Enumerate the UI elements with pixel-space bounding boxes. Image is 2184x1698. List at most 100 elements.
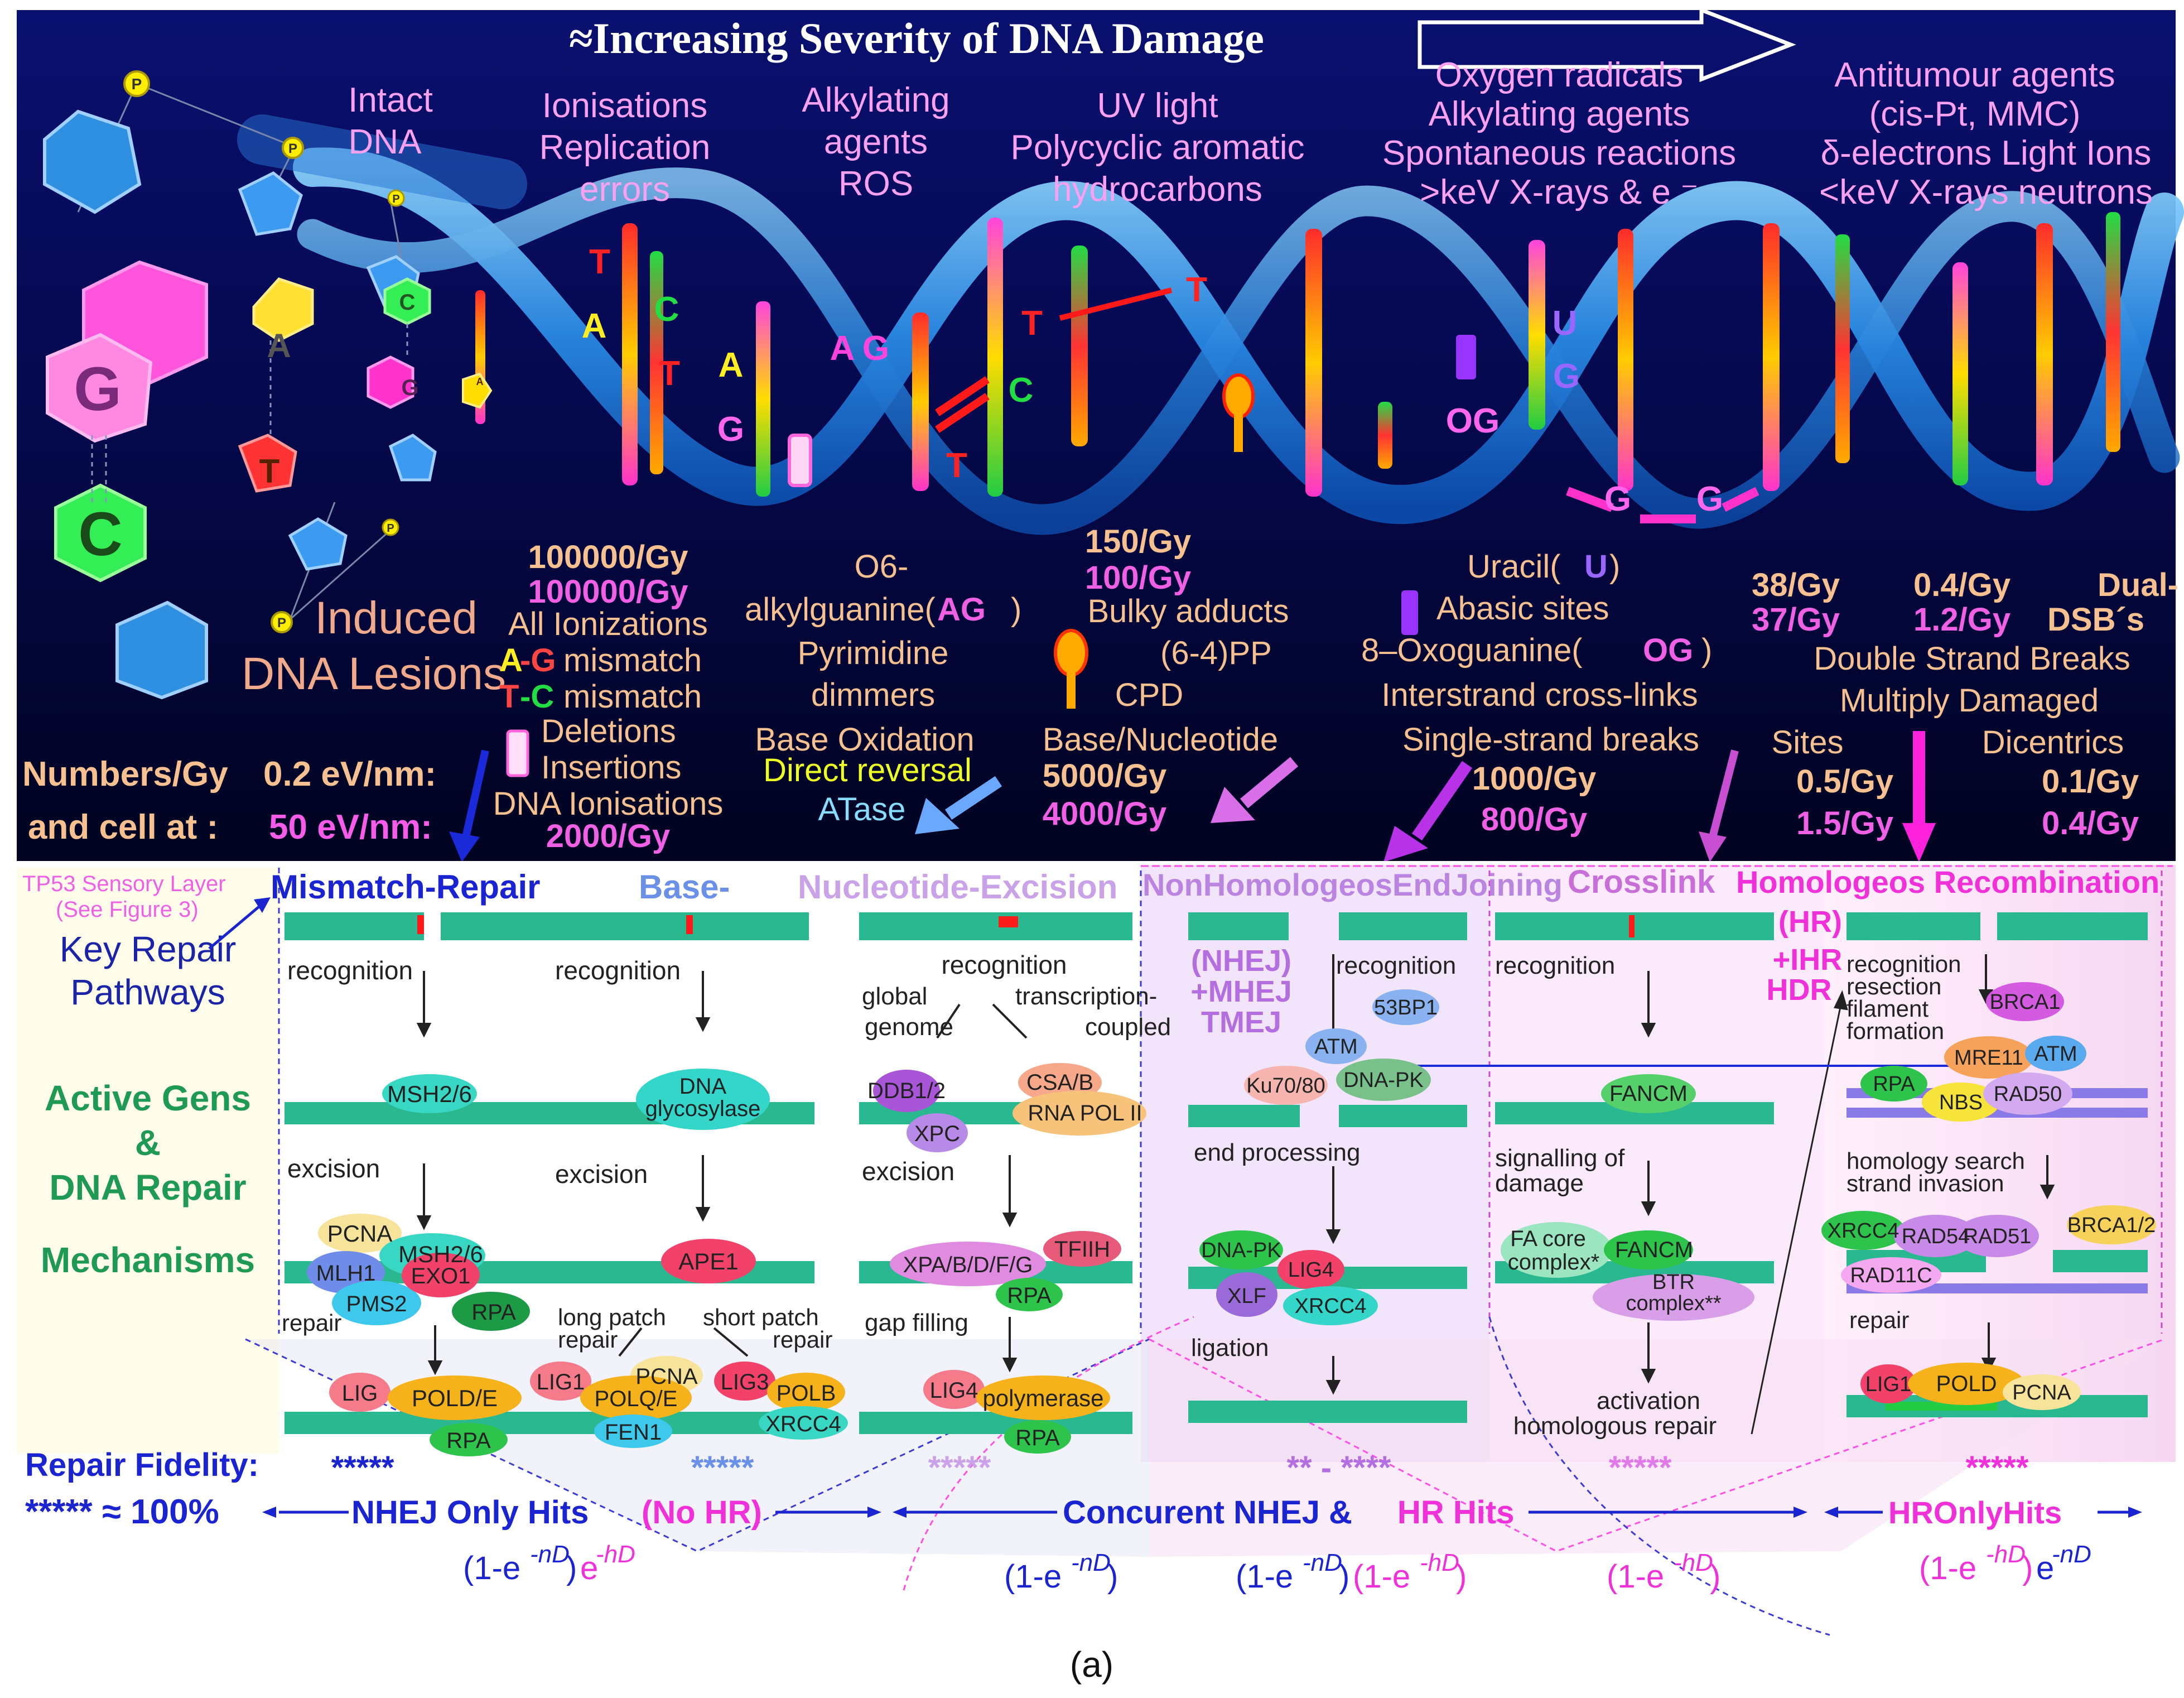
rate: 150/Gy bbox=[1085, 523, 1191, 560]
fidelity-stars: ***** bbox=[691, 1450, 754, 1486]
left-legend-bg bbox=[17, 868, 279, 1454]
protein-label: MSH2/6 bbox=[398, 1241, 483, 1267]
step-label: recognition bbox=[941, 950, 1067, 979]
formula-part: ) bbox=[1107, 1558, 1118, 1595]
lesion-label: O6- bbox=[855, 549, 909, 585]
lesion-label: Bulky adducts bbox=[1087, 593, 1289, 629]
step-label: excision bbox=[287, 1154, 380, 1183]
lesion-marks bbox=[417, 915, 1635, 937]
key-repair-label: Pathways bbox=[70, 972, 225, 1012]
protein-label: CSA/B bbox=[1026, 1070, 1093, 1095]
lesion-label: Interstrand cross-links bbox=[1381, 677, 1698, 713]
helix-letter: T bbox=[946, 446, 967, 485]
formula-exp: -nD bbox=[1303, 1549, 1342, 1576]
protein-label: 53BP1 bbox=[1374, 996, 1438, 1019]
nhej-variant: (NHEJ) bbox=[1191, 944, 1291, 978]
protein-label: BTR bbox=[1652, 1271, 1695, 1294]
protein-label: LIG1 bbox=[537, 1370, 585, 1394]
protein-label: PCNA bbox=[2012, 1381, 2071, 1404]
helix-letter: OG bbox=[1446, 402, 1500, 440]
helix-letter: G bbox=[1604, 480, 1631, 518]
helix-letter: A bbox=[830, 329, 855, 368]
protein-label: DNA bbox=[679, 1074, 727, 1099]
protein-label: FANCM bbox=[1615, 1238, 1693, 1262]
protein-label: complex* bbox=[1508, 1250, 1600, 1274]
pathway-header-crosslink: Crosslink bbox=[1568, 864, 1715, 900]
step-label: short patch bbox=[703, 1304, 819, 1330]
hr-variant: (HR) bbox=[1778, 905, 1842, 939]
step-label: recognition bbox=[1846, 951, 1961, 977]
hits-arrows bbox=[262, 1507, 2142, 1518]
step-label: transcription- bbox=[1015, 983, 1157, 1010]
step-label: end processing bbox=[1194, 1139, 1360, 1166]
helix-letter: T bbox=[1021, 304, 1043, 343]
pathway-header-ner: Nucleotide-Excision bbox=[798, 868, 1117, 906]
dsb-label: DSB´s bbox=[2047, 602, 2144, 638]
repair-label: Direct reversal bbox=[763, 752, 972, 788]
rate: 2000/Gy bbox=[546, 818, 671, 854]
protein-label: LIG4 bbox=[930, 1378, 978, 1403]
source-label: Antitumour agents bbox=[1834, 56, 2115, 94]
helix-letter: G bbox=[1696, 480, 1723, 518]
protein-label: RAD51 bbox=[1963, 1225, 2032, 1248]
fidelity-scale: ***** ≈ 100% bbox=[25, 1493, 219, 1531]
step-label: formation bbox=[1846, 1018, 1944, 1044]
formula-part: (1-e bbox=[463, 1550, 520, 1586]
active-genes-label: & bbox=[135, 1123, 161, 1163]
helix-letter: A bbox=[582, 307, 607, 345]
helix-rungs bbox=[475, 212, 2120, 523]
lesion-label: Double Strand Breaks bbox=[1814, 641, 2130, 677]
nhej-variant: +MHEJ bbox=[1190, 975, 1292, 1008]
step-label: damage bbox=[1495, 1170, 1584, 1197]
helix-letter: T bbox=[259, 453, 280, 490]
protein-label: LIG4 bbox=[1288, 1258, 1334, 1282]
source-label: hydrocarbons bbox=[1053, 170, 1262, 209]
step-label: genome bbox=[865, 1013, 953, 1041]
helix-letter: C bbox=[1009, 371, 1034, 410]
formula-exp: -nD bbox=[2052, 1541, 2091, 1568]
protein-label: TFIIH bbox=[1054, 1237, 1110, 1262]
protein-label: PMS2 bbox=[346, 1292, 407, 1316]
rate: 800/Gy bbox=[1481, 801, 1587, 838]
step-label: resection bbox=[1846, 973, 1941, 999]
lesion-label: Base Oxidation bbox=[755, 721, 974, 758]
rate: 0.1/Gy bbox=[2042, 763, 2139, 800]
protein-label: PCNA bbox=[635, 1364, 697, 1389]
lesion-label: ) bbox=[1609, 549, 1620, 585]
rate: 5000/Gy bbox=[1043, 758, 1167, 794]
protein-label: XPC bbox=[914, 1122, 960, 1146]
protein-label: MLH1 bbox=[316, 1261, 376, 1286]
source-label: <keV X-rays neutrons bbox=[1819, 173, 2153, 211]
fidelity-stars: ** - **** bbox=[1287, 1450, 1391, 1486]
rate: 0.5/Gy bbox=[1796, 763, 1893, 800]
helix-letter: P bbox=[132, 75, 142, 93]
protein-label: XRCC4 bbox=[1828, 1219, 1899, 1243]
rate: 100000/Gy bbox=[528, 539, 688, 575]
protein-label: DDB1/2 bbox=[867, 1079, 946, 1103]
helix-letter: G bbox=[401, 376, 418, 400]
repair-label: ATase bbox=[818, 791, 906, 828]
step-label: repair bbox=[1849, 1307, 1909, 1333]
lesion-label: Sites bbox=[1772, 724, 1844, 761]
helix-letter: P bbox=[387, 522, 394, 535]
step-arrows bbox=[416, 954, 2055, 1435]
lesion-label: Pyrimidine bbox=[798, 635, 949, 671]
insertion-marker bbox=[506, 729, 529, 777]
formula-part: ) bbox=[2022, 1550, 2033, 1586]
helix-letter: C bbox=[78, 500, 122, 569]
concurrent-hits: Concurent NHEJ & bbox=[1063, 1494, 1352, 1531]
protein-label: DNA-PK bbox=[1201, 1239, 1281, 1262]
active-genes-label: DNA Repair bbox=[49, 1167, 246, 1208]
protein-label: FANCM bbox=[1609, 1081, 1688, 1106]
protein-blobs bbox=[307, 982, 2156, 1456]
lesion-label: All Ionizations bbox=[508, 606, 708, 642]
protein-label: APE1 bbox=[678, 1248, 738, 1274]
source-label: δ-electrons Light Ions bbox=[1821, 134, 2152, 172]
protein-label: PCNA bbox=[327, 1220, 393, 1247]
source-label: (cis-Pt, MMC) bbox=[1869, 95, 2081, 133]
source-label: Replication bbox=[539, 128, 711, 167]
source-label: ROS bbox=[838, 165, 913, 203]
step-label: signalling of bbox=[1495, 1144, 1625, 1172]
helix-letter: U bbox=[1553, 304, 1578, 343]
